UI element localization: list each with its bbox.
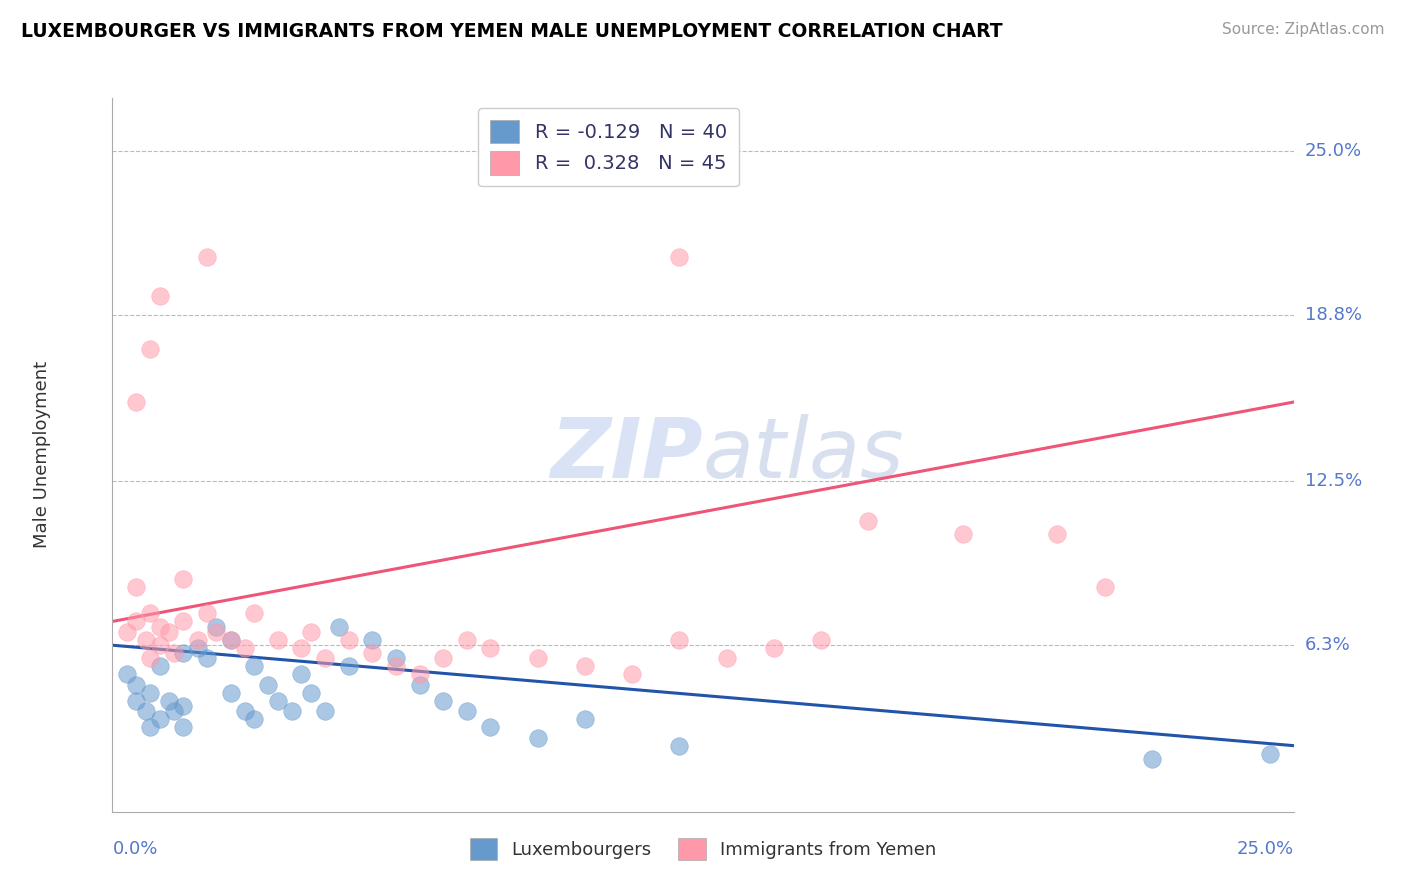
Point xyxy=(281,704,304,718)
Point xyxy=(139,720,162,734)
Point xyxy=(219,632,242,647)
Point xyxy=(1046,527,1069,541)
Point xyxy=(952,527,974,541)
Point xyxy=(139,342,162,356)
Point xyxy=(267,632,290,647)
Point xyxy=(205,625,228,640)
Point xyxy=(125,678,148,692)
Point xyxy=(668,632,690,647)
Point xyxy=(172,646,194,660)
Text: 6.3%: 6.3% xyxy=(1305,636,1350,654)
Point xyxy=(195,651,218,665)
Point xyxy=(456,632,478,647)
Point xyxy=(810,632,832,647)
Point xyxy=(172,615,194,629)
Point xyxy=(432,651,454,665)
Text: ZIP: ZIP xyxy=(550,415,703,495)
Point xyxy=(1094,580,1116,594)
Point xyxy=(219,686,242,700)
Point xyxy=(1140,752,1163,766)
Point xyxy=(157,625,180,640)
Point xyxy=(243,712,266,726)
Point xyxy=(195,250,218,264)
Point xyxy=(858,514,880,528)
Point xyxy=(163,646,186,660)
Point xyxy=(172,720,194,734)
Point xyxy=(456,704,478,718)
Point xyxy=(135,632,157,647)
Point xyxy=(668,739,690,753)
Point xyxy=(139,607,162,621)
Point xyxy=(361,646,384,660)
Point xyxy=(243,659,266,673)
Text: Source: ZipAtlas.com: Source: ZipAtlas.com xyxy=(1222,22,1385,37)
Point xyxy=(115,625,138,640)
Point xyxy=(408,667,430,681)
Point xyxy=(621,667,644,681)
Text: 18.8%: 18.8% xyxy=(1305,306,1361,324)
Point xyxy=(1258,747,1281,761)
Point xyxy=(233,640,256,655)
Point xyxy=(290,667,312,681)
Point xyxy=(149,638,172,652)
Point xyxy=(135,704,157,718)
Point xyxy=(125,615,148,629)
Point xyxy=(163,704,186,718)
Point xyxy=(186,632,208,647)
Point xyxy=(257,678,280,692)
Point xyxy=(526,731,548,745)
Point xyxy=(125,395,148,409)
Text: 25.0%: 25.0% xyxy=(1236,840,1294,858)
Point xyxy=(716,651,738,665)
Point xyxy=(115,667,138,681)
Point xyxy=(314,651,336,665)
Text: LUXEMBOURGER VS IMMIGRANTS FROM YEMEN MALE UNEMPLOYMENT CORRELATION CHART: LUXEMBOURGER VS IMMIGRANTS FROM YEMEN MA… xyxy=(21,22,1002,41)
Text: atlas: atlas xyxy=(703,415,904,495)
Point xyxy=(574,712,596,726)
Point xyxy=(337,632,360,647)
Point xyxy=(172,698,194,713)
Point xyxy=(314,704,336,718)
Point xyxy=(267,694,290,708)
Point xyxy=(408,678,430,692)
Point xyxy=(290,640,312,655)
Point xyxy=(526,651,548,665)
Point xyxy=(125,694,148,708)
Text: Male Unemployment: Male Unemployment xyxy=(32,361,51,549)
Point xyxy=(479,720,502,734)
Point xyxy=(328,620,350,634)
Point xyxy=(186,640,208,655)
Point xyxy=(385,651,408,665)
Point xyxy=(243,607,266,621)
Point xyxy=(432,694,454,708)
Point xyxy=(149,659,172,673)
Point xyxy=(385,659,408,673)
Point xyxy=(762,640,785,655)
Point xyxy=(668,250,690,264)
Point xyxy=(361,632,384,647)
Point xyxy=(299,625,322,640)
Point xyxy=(157,694,180,708)
Point xyxy=(574,659,596,673)
Point xyxy=(219,632,242,647)
Point xyxy=(299,686,322,700)
Point xyxy=(479,640,502,655)
Point xyxy=(205,620,228,634)
Legend: Luxembourgers, Immigrants from Yemen: Luxembourgers, Immigrants from Yemen xyxy=(463,830,943,867)
Point xyxy=(139,686,162,700)
Point xyxy=(149,620,172,634)
Point xyxy=(233,704,256,718)
Text: 25.0%: 25.0% xyxy=(1305,142,1362,160)
Point xyxy=(195,607,218,621)
Point xyxy=(125,580,148,594)
Point xyxy=(337,659,360,673)
Point xyxy=(149,712,172,726)
Point xyxy=(139,651,162,665)
Point xyxy=(172,572,194,586)
Text: 12.5%: 12.5% xyxy=(1305,473,1362,491)
Point xyxy=(149,289,172,303)
Text: 0.0%: 0.0% xyxy=(112,840,157,858)
